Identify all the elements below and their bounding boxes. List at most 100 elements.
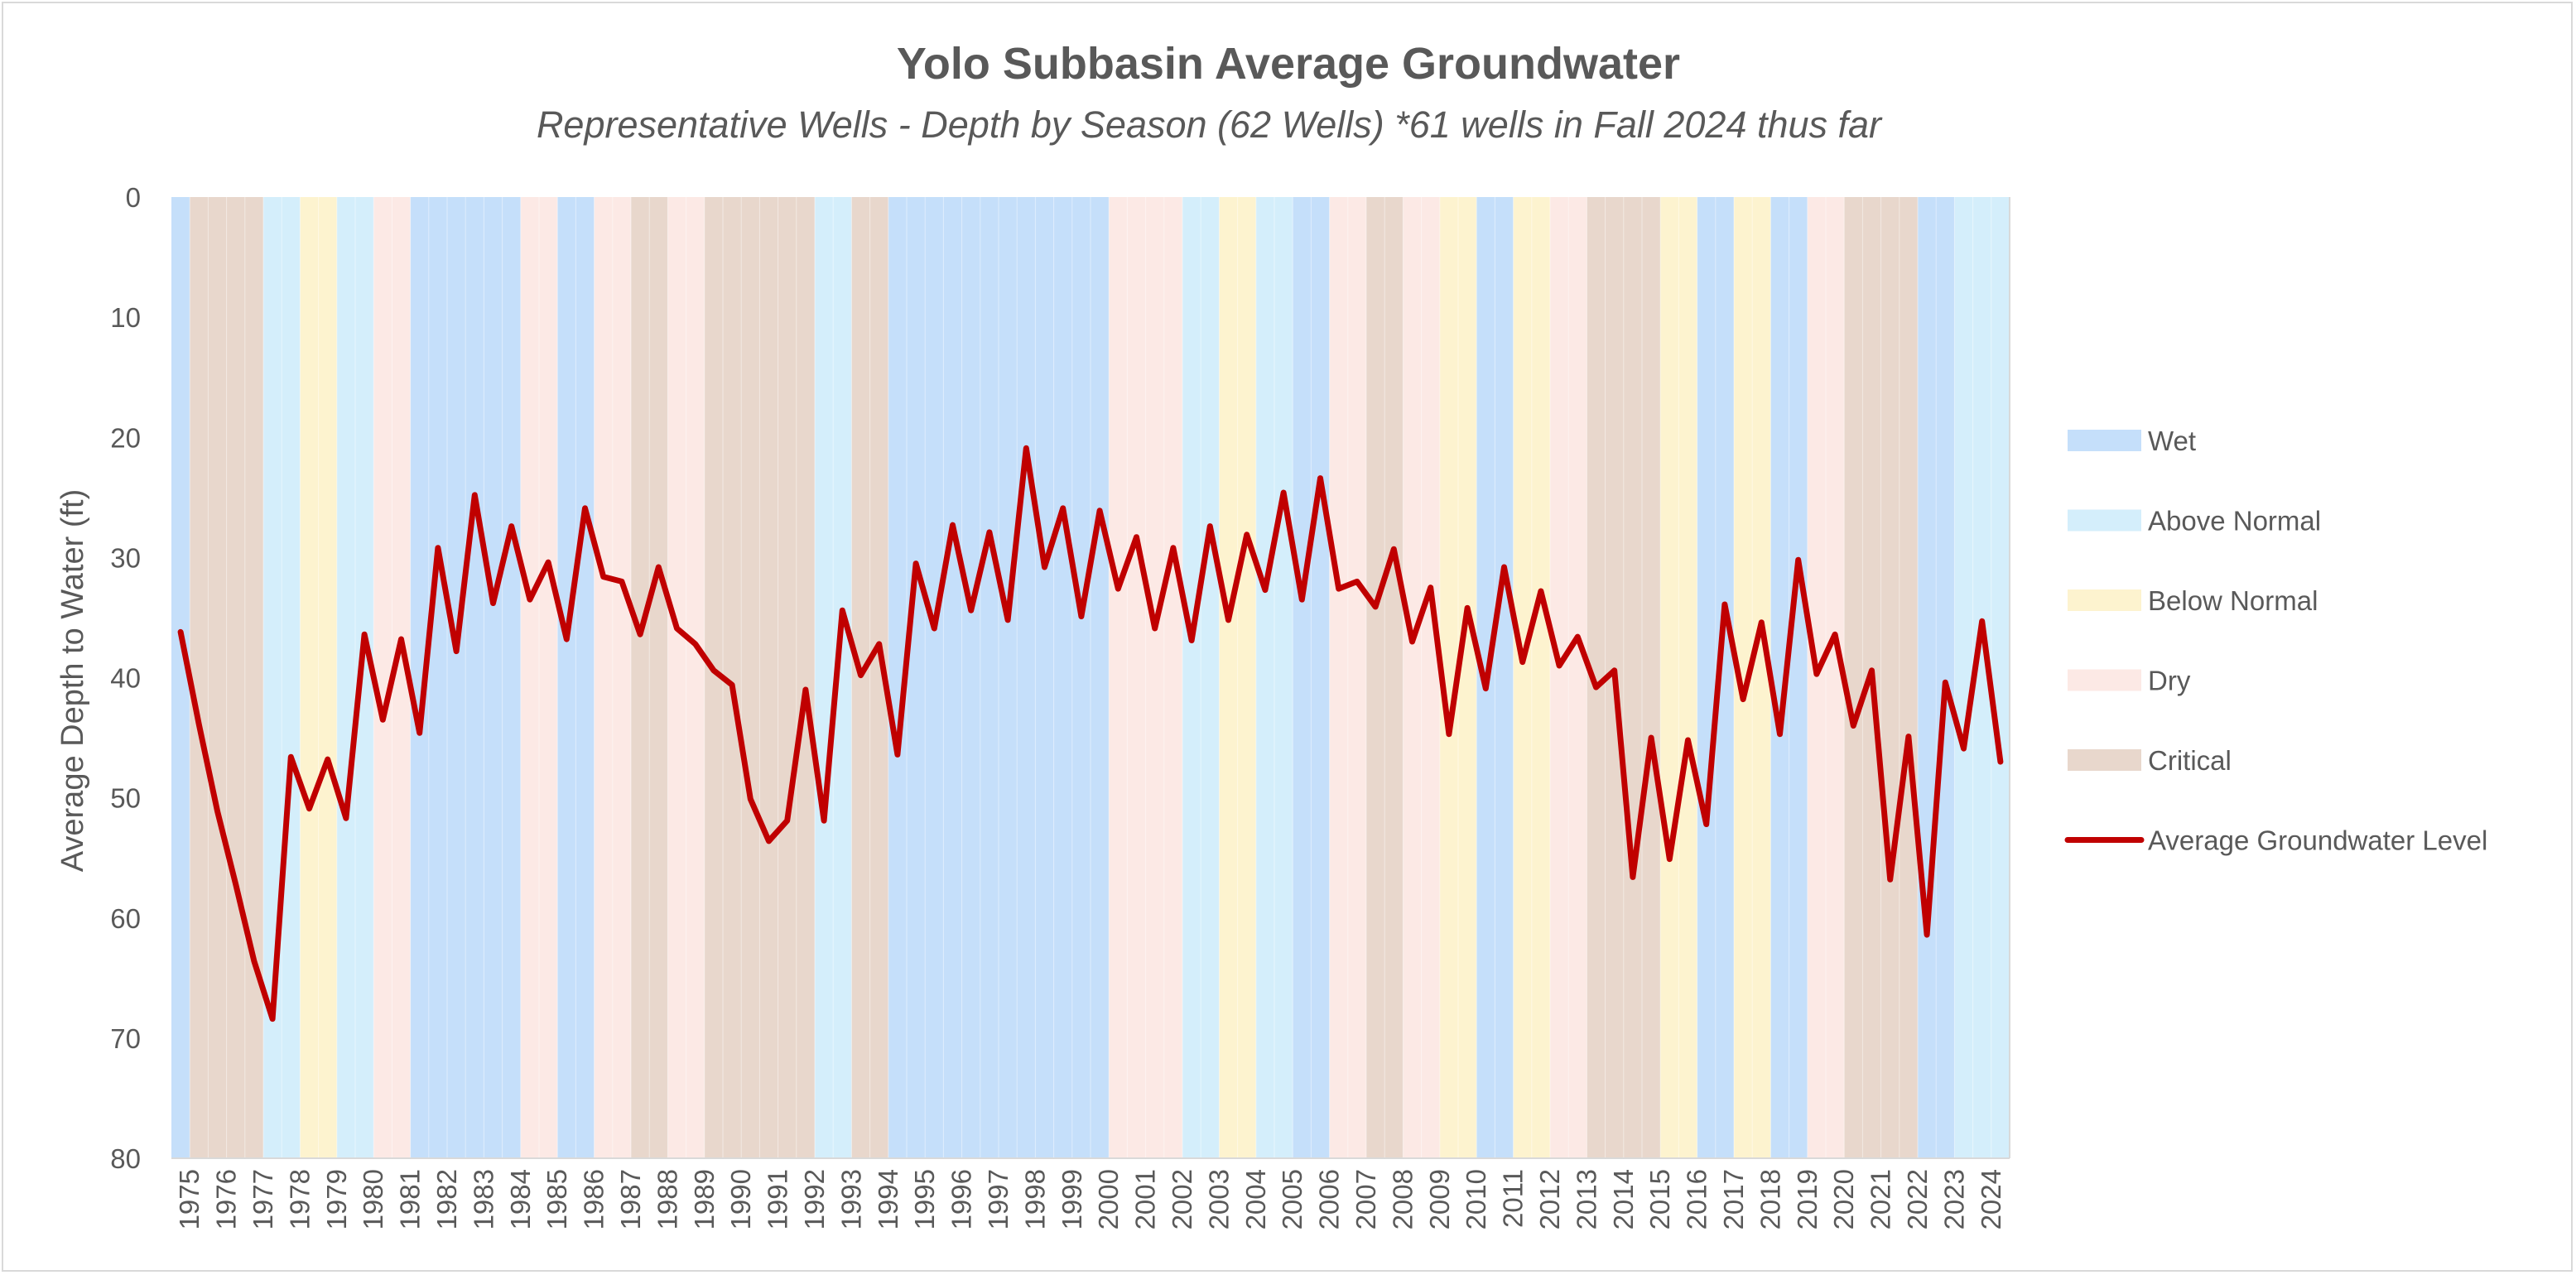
band-w bbox=[1715, 197, 1735, 1158]
band-an bbox=[1274, 197, 1293, 1158]
legend-swatch-below-normal bbox=[2068, 589, 2141, 611]
x-tick-label: 1981 bbox=[395, 1169, 426, 1229]
band-c bbox=[631, 197, 650, 1158]
x-tick-label: 1996 bbox=[946, 1169, 977, 1229]
x-tick-label: 2001 bbox=[1130, 1169, 1161, 1229]
legend-swatch-above-normal bbox=[2068, 509, 2141, 532]
band-an bbox=[815, 197, 834, 1158]
band-c bbox=[1623, 197, 1643, 1158]
band-w bbox=[557, 197, 576, 1158]
band-w bbox=[1017, 197, 1036, 1158]
x-tick-label: 2011 bbox=[1498, 1169, 1529, 1228]
band-w bbox=[1697, 197, 1717, 1158]
band-w bbox=[1091, 197, 1110, 1158]
band-bn bbox=[1660, 197, 1679, 1158]
x-tick-label: 1987 bbox=[615, 1169, 646, 1229]
band-w bbox=[1918, 197, 1937, 1158]
band-an bbox=[833, 197, 852, 1158]
x-tick-label: 1985 bbox=[542, 1169, 572, 1229]
legend: Wet Above Normal Below Normal Dry Critical Av… bbox=[2064, 426, 2487, 856]
band-w bbox=[1495, 197, 1514, 1158]
band-w bbox=[410, 197, 430, 1158]
x-tick-label: 1991 bbox=[763, 1169, 793, 1229]
band-bn bbox=[1237, 197, 1257, 1158]
band-an bbox=[355, 197, 374, 1158]
band-w bbox=[1936, 197, 1955, 1158]
x-tick-label: 1989 bbox=[689, 1169, 720, 1229]
band-c bbox=[704, 197, 724, 1158]
band-d bbox=[667, 197, 686, 1158]
x-tick-label: 1999 bbox=[1057, 1169, 1087, 1229]
y-tick-label: 20 bbox=[110, 422, 141, 453]
band-c bbox=[226, 197, 246, 1158]
x-tick-label: 2022 bbox=[1902, 1169, 1933, 1229]
x-tick-label: 2018 bbox=[1755, 1169, 1785, 1229]
y-tick-label: 0 bbox=[126, 182, 141, 213]
y-tick-label: 70 bbox=[110, 1023, 141, 1054]
band-c bbox=[190, 197, 209, 1158]
x-tick-label: 1984 bbox=[505, 1169, 536, 1229]
legend-label: Above Normal bbox=[2148, 506, 2321, 536]
band-d bbox=[1163, 197, 1183, 1158]
x-tick-label: 2004 bbox=[1240, 1169, 1271, 1229]
x-tick-label: 2012 bbox=[1534, 1169, 1565, 1229]
y-tick-label: 10 bbox=[110, 302, 141, 333]
legend-swatch-dry bbox=[2068, 669, 2141, 691]
band-d bbox=[539, 197, 558, 1158]
band-c bbox=[1844, 197, 1863, 1158]
band-c bbox=[1384, 197, 1404, 1158]
x-tick-label: 2008 bbox=[1387, 1169, 1418, 1229]
band-c bbox=[796, 197, 816, 1158]
band-an bbox=[1255, 197, 1275, 1158]
band-an bbox=[336, 197, 356, 1158]
x-tick-label: 1983 bbox=[468, 1169, 498, 1229]
band-d bbox=[1347, 197, 1367, 1158]
band-c bbox=[759, 197, 778, 1158]
y-tick-label: 50 bbox=[110, 783, 141, 814]
band-an bbox=[1954, 197, 1973, 1158]
chart-subtitle: Representative Wells - Depth by Season (… bbox=[537, 103, 1883, 146]
x-tick-label: 1988 bbox=[652, 1169, 682, 1229]
x-tick-label: 1995 bbox=[909, 1169, 940, 1229]
y-tick-label: 80 bbox=[110, 1143, 141, 1174]
band-an bbox=[1182, 197, 1201, 1158]
band-an bbox=[282, 197, 301, 1158]
band-w bbox=[907, 197, 926, 1158]
band-w bbox=[465, 197, 484, 1158]
band-bn bbox=[1513, 197, 1533, 1158]
band-w bbox=[888, 197, 908, 1158]
y-axis-label: Average Depth to Water (ft) bbox=[55, 489, 90, 873]
band-c bbox=[1642, 197, 1661, 1158]
x-tick-label: 2013 bbox=[1571, 1169, 1601, 1229]
x-tick-label: 2014 bbox=[1608, 1169, 1639, 1229]
y-tick-label: 30 bbox=[110, 542, 141, 573]
x-axis-ticks: 1975 1976 1977 1978 1979 1980 1981 1982 1983 1984… bbox=[174, 1169, 2006, 1229]
band-d bbox=[373, 197, 392, 1158]
x-tick-label: 1994 bbox=[873, 1169, 903, 1229]
band-d bbox=[1109, 197, 1128, 1158]
water-year-type-bands bbox=[171, 197, 2010, 1158]
band-c bbox=[649, 197, 668, 1158]
band-w bbox=[999, 197, 1018, 1158]
band-w bbox=[1789, 197, 1808, 1158]
band-d bbox=[520, 197, 540, 1158]
band-d bbox=[1807, 197, 1827, 1158]
x-tick-label: 2010 bbox=[1461, 1169, 1491, 1229]
band-c bbox=[1366, 197, 1385, 1158]
x-tick-label: 2016 bbox=[1682, 1169, 1712, 1229]
legend-swatch-wet bbox=[2068, 430, 2141, 451]
legend-label: Wet bbox=[2148, 426, 2196, 456]
x-tick-label: 1977 bbox=[248, 1169, 278, 1229]
band-w bbox=[484, 197, 503, 1158]
band-d bbox=[594, 197, 614, 1158]
x-tick-label: 2000 bbox=[1093, 1169, 1124, 1229]
x-tick-label: 1979 bbox=[321, 1169, 352, 1229]
band-w bbox=[925, 197, 944, 1158]
x-tick-label: 1975 bbox=[174, 1169, 205, 1229]
x-tick-label: 1976 bbox=[211, 1169, 242, 1229]
band-w bbox=[1311, 197, 1330, 1158]
band-c bbox=[723, 197, 742, 1158]
x-tick-label: 2020 bbox=[1828, 1169, 1859, 1229]
x-tick-label: 1982 bbox=[431, 1169, 462, 1229]
x-tick-label: 2024 bbox=[1976, 1169, 2006, 1229]
